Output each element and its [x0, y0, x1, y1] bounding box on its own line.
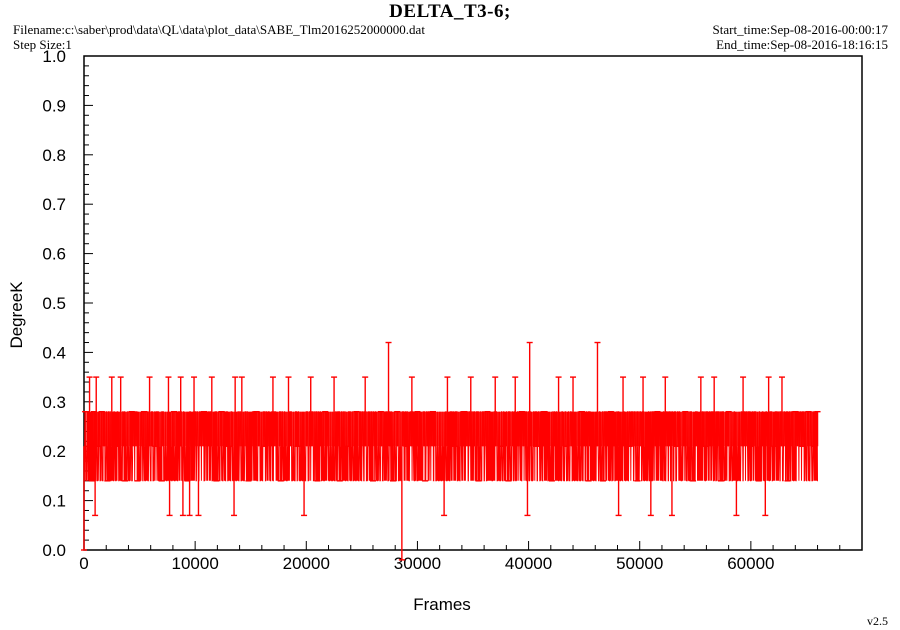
y-tick-label: 0.0 [42, 541, 66, 560]
chart-title: DELTA_T3-6; [389, 1, 511, 22]
y-tick-label: 0.8 [42, 146, 66, 165]
y-tick-label: 0.9 [42, 96, 66, 115]
y-tick-label: 0.1 [42, 492, 66, 511]
y-tick-label: 0.6 [42, 245, 66, 264]
series-band-core [86, 411, 818, 447]
end-time-label: End_time:Sep-08-2016-18:16:15 [716, 37, 888, 52]
start-time-label: Start_time:Sep-08-2016-00:00:17 [712, 22, 888, 37]
filename-label: Filename:c:\saber\prod\data\QL\data\plot… [13, 22, 425, 37]
series-layer [81, 341, 821, 561]
version-label: v2.5 [867, 614, 888, 628]
x-tick-label: 50000 [616, 554, 663, 573]
x-tick-label: 0 [79, 554, 88, 573]
x-tick-label: 30000 [394, 554, 441, 573]
y-tick-label: 0.3 [42, 393, 66, 412]
x-tick-label: 20000 [283, 554, 330, 573]
x-tick-label: 10000 [172, 554, 219, 573]
x-axis-label: Frames [413, 595, 471, 614]
y-tick-label: 0.7 [42, 195, 66, 214]
x-tick-label: 60000 [727, 554, 774, 573]
y-tick-label: 0.4 [42, 343, 66, 362]
x-axis-ticks: 0 10000 20000 30000 40000 50000 60000 [79, 541, 863, 573]
y-tick-label: 1.0 [42, 47, 66, 66]
x-tick-label: 40000 [505, 554, 552, 573]
step-size-label: Step Size:1 [13, 37, 72, 52]
y-axis-label: DegreeK [7, 281, 26, 349]
y-tick-label: 0.2 [42, 442, 66, 461]
y-tick-label: 0.5 [42, 294, 66, 313]
